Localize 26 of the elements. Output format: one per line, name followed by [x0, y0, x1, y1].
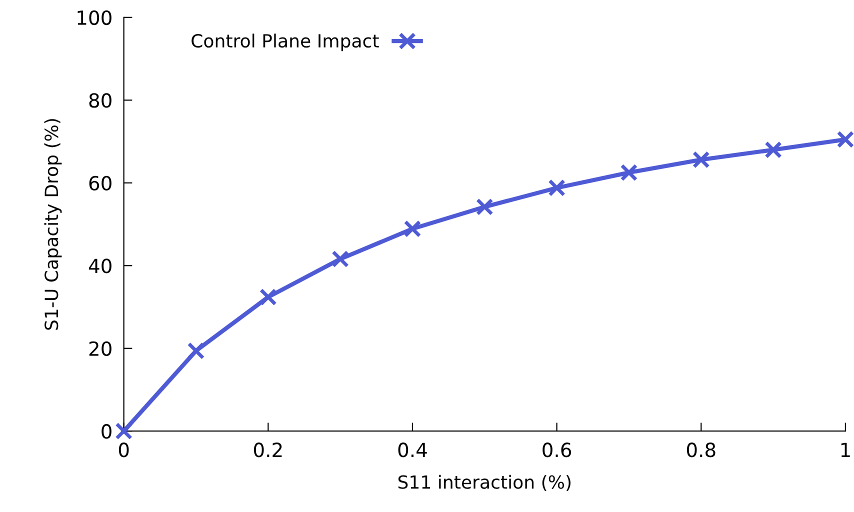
x-tick-label: 0 — [118, 442, 129, 458]
point — [332, 250, 349, 268]
x-tick-label: 0.4 — [398, 442, 427, 458]
x-tick-label: 1 — [841, 442, 850, 457]
point — [404, 220, 422, 238]
x-tick-label: 0.8 — [686, 442, 716, 458]
y-tick-label: 60 — [89, 176, 112, 191]
point — [187, 342, 205, 360]
x-axis-title: S11 interaction (%) — [398, 474, 570, 492]
point — [115, 422, 133, 440]
y-tick-label: 40 — [88, 258, 112, 274]
point — [764, 141, 782, 158]
point — [620, 164, 638, 182]
x-tick-label: 0.6 — [542, 442, 572, 458]
y-tick-label: 100 — [78, 10, 112, 26]
legend-label: Control Plane Impact — [192, 34, 379, 52]
point — [548, 179, 566, 197]
point — [692, 151, 710, 168]
point — [476, 198, 494, 216]
point — [836, 130, 854, 148]
y-axis-title: S1-U Capacity Drop (%) — [44, 119, 62, 330]
y-tick-label: 80 — [89, 93, 112, 108]
x-tick-label: 0.2 — [254, 442, 282, 458]
y-tick-label: 20 — [89, 341, 112, 356]
point — [259, 288, 277, 306]
y-tick-label: 0 — [102, 424, 112, 439]
